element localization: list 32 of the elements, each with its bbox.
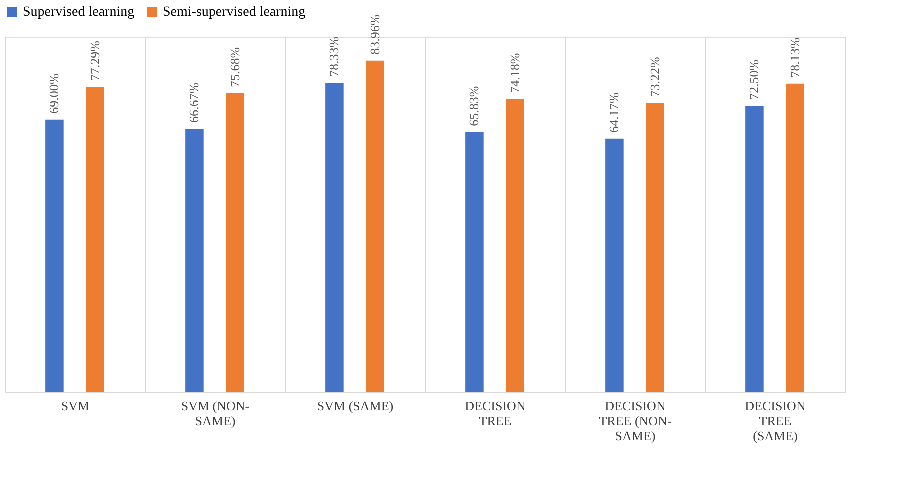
data-label: 73.22% xyxy=(647,56,662,98)
data-label: 83.96% xyxy=(367,14,382,55)
data-label: 66.67% xyxy=(186,82,202,124)
x-tick-label: DECISION TREE xyxy=(465,398,526,428)
data-label: 65.83% xyxy=(466,86,482,126)
bar xyxy=(786,84,804,392)
x-tick-label: SVM xyxy=(61,398,90,414)
data-label: 74.18% xyxy=(507,53,522,94)
x-tick-label: DECISION TREE (NON-SAME) xyxy=(599,398,672,444)
legend-label: Semi-supervised learning xyxy=(163,5,306,20)
x-tick-label: SVM (NON-SAME) xyxy=(181,398,250,428)
data-label: 78.13% xyxy=(787,38,802,78)
bar xyxy=(466,132,484,392)
data-label: 75.68% xyxy=(227,47,242,88)
bar xyxy=(326,83,344,392)
bar xyxy=(606,138,624,392)
bar xyxy=(646,103,664,392)
data-label: 78.33% xyxy=(326,36,342,78)
data-label: 64.17% xyxy=(606,92,622,133)
data-label: 77.29% xyxy=(87,40,102,82)
bar xyxy=(186,129,204,392)
bar xyxy=(46,120,64,392)
bar xyxy=(226,93,244,392)
data-label: 72.50% xyxy=(746,60,762,100)
legend-label: Supervised learning xyxy=(23,5,135,20)
x-tick-label: DECISION TREE (SAME) xyxy=(745,398,806,444)
bar xyxy=(746,106,764,392)
bar xyxy=(506,99,524,392)
x-tick-label: SVM (SAME) xyxy=(317,398,394,414)
bar xyxy=(366,60,384,392)
data-label: 69.00% xyxy=(46,74,62,114)
bar xyxy=(86,87,104,392)
